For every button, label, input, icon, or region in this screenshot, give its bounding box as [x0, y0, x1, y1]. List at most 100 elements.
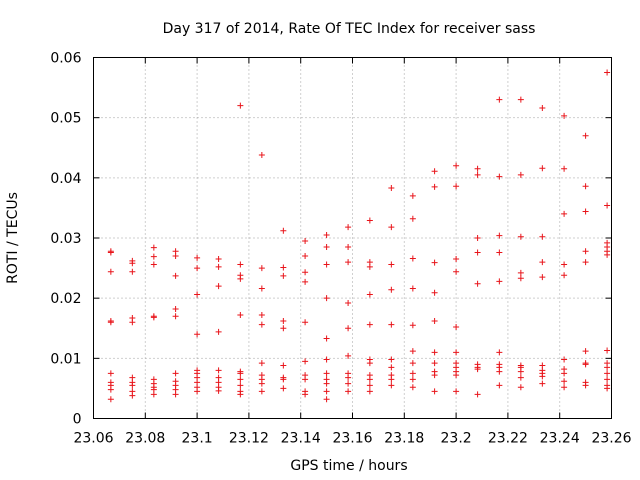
- data-point: [323, 231, 330, 238]
- data-point: [431, 349, 438, 356]
- data-point: [517, 96, 524, 103]
- data-point: [107, 386, 114, 393]
- data-point: [345, 244, 352, 251]
- y-tick-label: 0.06: [50, 51, 81, 67]
- data-point: [366, 321, 373, 328]
- data-point: [539, 165, 546, 172]
- data-point: [388, 376, 395, 383]
- data-point: [561, 165, 568, 172]
- data-point: [107, 268, 114, 275]
- data-point: [345, 299, 352, 306]
- data-point: [237, 102, 244, 109]
- data-point: [409, 348, 416, 355]
- data-point: [323, 244, 330, 251]
- data-point: [237, 312, 244, 319]
- data-point: [496, 368, 503, 375]
- data-point: [258, 360, 265, 367]
- data-point: [237, 376, 244, 383]
- data-point: [604, 69, 611, 76]
- data-point: [539, 373, 546, 380]
- data-point: [431, 360, 438, 367]
- x-tick-label: 23.18: [384, 431, 424, 447]
- data-point: [388, 364, 395, 371]
- x-tick-label: 23.16: [332, 431, 372, 447]
- data-point: [129, 319, 136, 326]
- data-point: [453, 388, 460, 395]
- data-point: [323, 380, 330, 387]
- data-point: [280, 385, 287, 392]
- data-point: [258, 312, 265, 319]
- data-point: [453, 268, 460, 275]
- data-point: [323, 295, 330, 302]
- data-point: [539, 259, 546, 266]
- data-point: [388, 321, 395, 328]
- data-point: [388, 382, 395, 389]
- data-point: [172, 370, 179, 377]
- axis-ticks: 23.06 23.08 23.1 23.12 23.14 23.16 23.18 23.2 23…: [50, 51, 631, 447]
- data-point: [107, 396, 114, 403]
- data-point: [323, 388, 330, 395]
- data-point: [474, 366, 481, 373]
- data-point: [474, 249, 481, 256]
- data-point: [496, 173, 503, 180]
- data-point: [366, 388, 373, 395]
- data-point: [409, 384, 416, 391]
- x-tick-label: 23.14: [281, 431, 321, 447]
- data-points: [107, 69, 611, 403]
- data-point: [496, 96, 503, 103]
- plot-frame: [93, 57, 612, 419]
- data-point: [258, 265, 265, 272]
- data-point: [323, 261, 330, 268]
- y-tick-label: 0.03: [50, 231, 81, 247]
- data-point: [129, 382, 136, 389]
- data-point: [517, 233, 524, 240]
- data-point: [561, 356, 568, 363]
- y-tick-label: 0.04: [50, 171, 81, 187]
- data-point: [561, 370, 568, 377]
- data-point: [345, 380, 352, 387]
- data-point: [302, 358, 309, 365]
- data-point: [366, 263, 373, 270]
- data-point: [539, 380, 546, 387]
- x-tick-label: 23.2: [441, 431, 472, 447]
- data-point: [215, 256, 222, 263]
- y-tick-label: 0.05: [50, 111, 81, 127]
- data-point: [604, 376, 611, 383]
- x-tick-label: 23.22: [488, 431, 528, 447]
- data-point: [604, 202, 611, 209]
- data-point: [258, 285, 265, 292]
- x-tick-label: 23.08: [125, 431, 165, 447]
- data-point: [345, 352, 352, 359]
- data-point: [172, 313, 179, 320]
- data-point: [388, 185, 395, 192]
- data-point: [409, 255, 416, 262]
- data-point: [453, 162, 460, 169]
- data-point: [582, 248, 589, 255]
- data-point: [474, 280, 481, 287]
- data-point: [539, 274, 546, 281]
- x-axis-label: GPS time / hours: [290, 458, 407, 474]
- data-point: [150, 261, 157, 268]
- data-point: [194, 265, 201, 272]
- data-point: [453, 372, 460, 379]
- data-point: [323, 396, 330, 403]
- y-tick-label: 0.02: [50, 291, 81, 307]
- data-point: [582, 259, 589, 266]
- data-point: [237, 391, 244, 398]
- data-point: [604, 364, 611, 371]
- data-point: [409, 192, 416, 199]
- data-point: [280, 325, 287, 332]
- data-point: [409, 376, 416, 383]
- data-point: [453, 256, 460, 263]
- data-point: [409, 370, 416, 377]
- data-point: [431, 289, 438, 296]
- data-point: [302, 391, 309, 398]
- y-tick-label: 0.01: [50, 351, 81, 367]
- data-point: [280, 362, 287, 369]
- data-point: [604, 347, 611, 354]
- data-point: [150, 253, 157, 260]
- data-point: [258, 321, 265, 328]
- data-point: [150, 244, 157, 251]
- data-point: [561, 384, 568, 391]
- data-point: [388, 224, 395, 231]
